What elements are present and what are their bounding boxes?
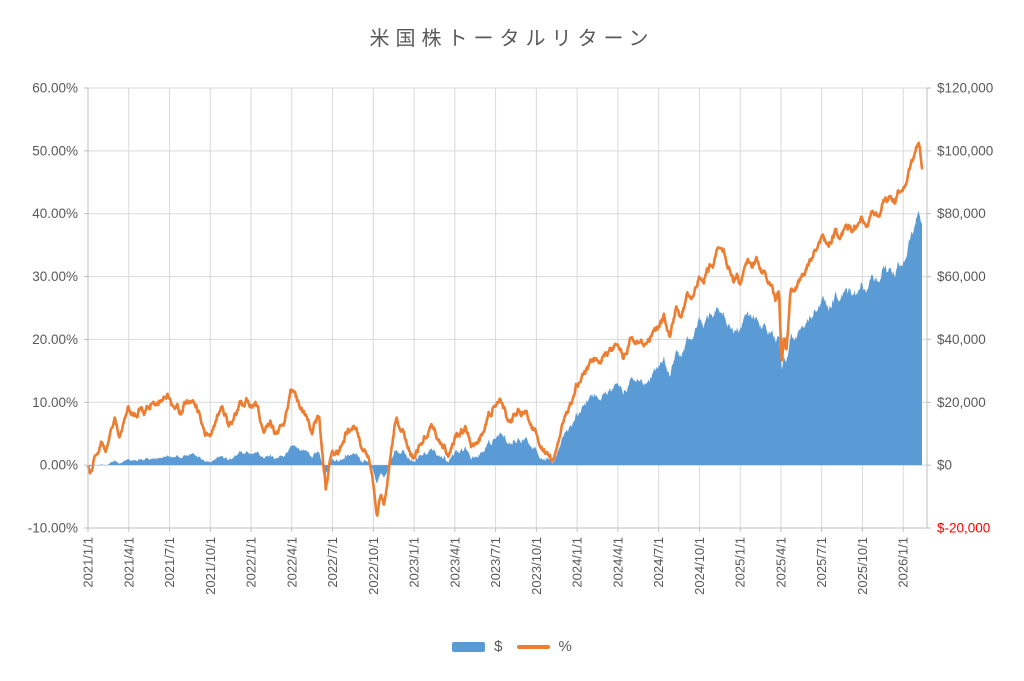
x-axis-label: 2024/10/1 bbox=[692, 537, 707, 595]
right-axis-label: $-20,000 bbox=[937, 521, 990, 536]
x-axis-label: 2021/10/1 bbox=[203, 537, 218, 595]
x-axis-label: 2025/1/1 bbox=[733, 537, 748, 588]
left-axis-label: -10.00% bbox=[28, 521, 78, 536]
right-axis-label: $80,000 bbox=[937, 206, 986, 221]
legend: $ % bbox=[0, 638, 1024, 655]
left-axis-labels: 60.00% 50.00% 40.00% 30.00% 20.00% 10.00% 0.00… bbox=[28, 81, 78, 536]
pct-line-series bbox=[86, 141, 924, 517]
x-axis-label: 2023/4/1 bbox=[447, 537, 462, 588]
left-axis-label: 0.00% bbox=[40, 458, 78, 473]
left-axis-label: 40.00% bbox=[32, 206, 78, 221]
x-axis-labels: 2021/1/1 2021/4/1 2021/7/1 2021/10/1 2022/1/… bbox=[81, 537, 911, 595]
axes bbox=[84, 87, 931, 532]
left-axis-label: 10.00% bbox=[32, 395, 78, 410]
right-axis-label: $0 bbox=[937, 458, 952, 473]
right-axis-label: $20,000 bbox=[937, 395, 986, 410]
right-axis-label: $100,000 bbox=[937, 143, 993, 158]
right-axis-label: $120,000 bbox=[937, 81, 993, 96]
x-axis-label: 2024/7/1 bbox=[651, 537, 666, 588]
x-axis-label: 2021/7/1 bbox=[162, 537, 177, 588]
x-axis-label: 2025/10/1 bbox=[855, 537, 870, 595]
x-axis-label: 2022/1/1 bbox=[244, 537, 259, 588]
left-axis-label: 50.00% bbox=[32, 143, 78, 158]
pct-line-swatch bbox=[516, 644, 550, 649]
right-axis-label: $60,000 bbox=[937, 269, 986, 284]
x-axis-label: 2022/7/1 bbox=[325, 537, 340, 588]
right-axis-labels: $120,000 $100,000 $80,000 $60,000 $40,000 $20… bbox=[937, 81, 993, 536]
left-axis-label: 30.00% bbox=[32, 269, 78, 284]
legend-item-pct: % bbox=[516, 638, 572, 655]
x-axis-label: 2024/4/1 bbox=[610, 537, 625, 588]
legend-label-usd: $ bbox=[494, 638, 503, 655]
left-axis-label: 20.00% bbox=[32, 332, 78, 347]
x-axis-label: 2021/1/1 bbox=[81, 537, 96, 588]
usd-area-series bbox=[88, 210, 922, 484]
right-axis-label: $40,000 bbox=[937, 332, 986, 347]
x-axis-label: 2023/1/1 bbox=[407, 537, 422, 588]
left-axis-label: 60.00% bbox=[32, 81, 78, 96]
x-axis-label: 2023/7/1 bbox=[488, 537, 503, 588]
x-axis-label: 2023/10/1 bbox=[529, 537, 544, 595]
x-axis-label: 2022/4/1 bbox=[284, 537, 299, 588]
usd-area-swatch bbox=[452, 641, 486, 652]
legend-label-pct: % bbox=[558, 638, 572, 655]
x-axis-label: 2024/1/1 bbox=[570, 537, 585, 588]
x-axis-label: 2021/4/1 bbox=[121, 537, 136, 588]
x-axis-label: 2025/7/1 bbox=[814, 537, 829, 588]
legend-item-usd: $ bbox=[452, 638, 503, 655]
chart-title: 米国株トータルリターン bbox=[369, 28, 655, 50]
x-axis-label: 2025/4/1 bbox=[773, 537, 788, 588]
x-axis-label: 2026/1/1 bbox=[896, 537, 911, 588]
x-axis-label: 2022/10/1 bbox=[366, 537, 381, 595]
